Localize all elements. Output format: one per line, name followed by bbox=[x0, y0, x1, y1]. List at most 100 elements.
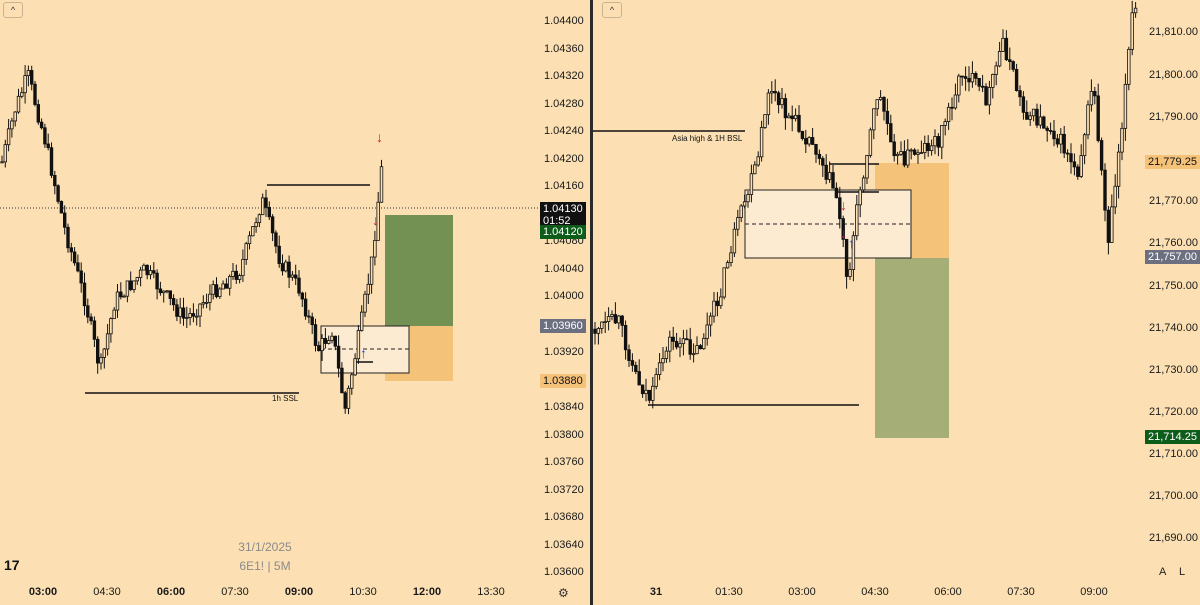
right-candle-body bbox=[1011, 61, 1015, 70]
left-candlestick-plot[interactable] bbox=[0, 0, 540, 580]
right-candle-body bbox=[834, 187, 839, 199]
left-candle-body bbox=[0, 161, 4, 164]
pane-divider[interactable] bbox=[590, 0, 593, 605]
left-candle-body bbox=[198, 303, 202, 317]
left-price-tick: 1.04400 bbox=[544, 15, 584, 27]
collapse-chevron-icon[interactable]: ^ bbox=[3, 2, 23, 18]
left-candle-body bbox=[208, 293, 212, 303]
left-price-tick: 1.04360 bbox=[544, 43, 584, 55]
settings-gear-icon[interactable]: ⚙ bbox=[558, 586, 569, 600]
left-candle-body bbox=[165, 290, 169, 293]
right-candle-body bbox=[970, 73, 975, 83]
left-time-tick: 04:30 bbox=[93, 586, 121, 598]
left-candle-body bbox=[128, 280, 133, 290]
left-candle-body bbox=[340, 367, 344, 394]
log-scale-button[interactable]: L bbox=[1179, 566, 1186, 578]
left-price-tick: 1.03600 bbox=[544, 566, 584, 578]
left-price-tick: 1.03760 bbox=[544, 456, 584, 468]
right-candle-body bbox=[759, 127, 764, 158]
right-candle-body bbox=[1014, 68, 1019, 92]
left-candle-body bbox=[290, 274, 295, 278]
right-candle-body bbox=[865, 155, 869, 179]
left-candle-body bbox=[373, 239, 377, 258]
left-price-tick: 1.04000 bbox=[544, 290, 584, 302]
down-arrow-icon: ↓ bbox=[376, 129, 383, 145]
left-candle-body bbox=[231, 270, 235, 277]
right-candle-body bbox=[1052, 130, 1056, 140]
right-chart-pane[interactable]: ^ 21,810.00 21,800.00 21,790.00 21,770.00 21… bbox=[593, 0, 1200, 605]
right-candle-body bbox=[640, 384, 645, 395]
right-candle-body bbox=[606, 316, 611, 322]
right-price-tick: 21,730.00 bbox=[1149, 364, 1198, 376]
right-candle-body bbox=[715, 300, 720, 307]
right-candle-body bbox=[855, 204, 859, 237]
right-time-axis[interactable]: 31 01:30 03:00 04:30 06:00 07:30 09:00 A L bbox=[593, 566, 1200, 605]
left-candle-body bbox=[39, 121, 44, 129]
left-candle-body bbox=[29, 70, 34, 85]
left-price-tick: 1.03920 bbox=[544, 346, 584, 358]
left-candle-body bbox=[376, 201, 380, 241]
right-candle-body bbox=[691, 353, 696, 356]
left-candle-body bbox=[158, 288, 163, 294]
tradingview-logo: 17 bbox=[4, 557, 20, 573]
right-candle-body bbox=[916, 152, 920, 155]
up-arrow-icon: ↑ bbox=[360, 345, 367, 361]
left-candle-body bbox=[356, 330, 361, 360]
left-candle-body bbox=[379, 166, 384, 203]
right-price-tick: 21,760.00 bbox=[1149, 237, 1198, 249]
right-candle-body bbox=[957, 75, 961, 96]
right-candle-body bbox=[1021, 96, 1026, 113]
right-candle-body bbox=[780, 98, 784, 106]
right-candle-body bbox=[858, 189, 862, 206]
right-candle-body bbox=[1055, 138, 1060, 145]
watermark-date: 31/1/2025 bbox=[238, 540, 292, 554]
left-candle-body bbox=[303, 298, 308, 317]
left-candle-body bbox=[343, 392, 347, 409]
left-price-tick: 1.04200 bbox=[544, 153, 584, 165]
right-time-tick: 07:30 bbox=[1007, 586, 1035, 598]
left-candle-body bbox=[241, 259, 245, 277]
left-candle-body bbox=[201, 302, 205, 305]
right-candle-body bbox=[946, 106, 951, 123]
down-arrow-icon: ↓ bbox=[840, 225, 847, 241]
left-candle-body bbox=[221, 283, 225, 290]
right-price-tick: 21,740.00 bbox=[1149, 322, 1198, 334]
right-candle-body bbox=[851, 235, 856, 270]
right-candle-body bbox=[787, 115, 791, 119]
left-candle-body bbox=[363, 293, 367, 313]
right-candle-body bbox=[906, 149, 910, 166]
left-candle-body bbox=[336, 345, 341, 369]
left-time-axis[interactable]: 03:00 04:30 06:00 07:30 09:00 10:30 12:00 13:30… bbox=[0, 580, 590, 605]
ssl-annotation: 1h SSL bbox=[272, 394, 299, 403]
left-candle-body bbox=[350, 374, 354, 389]
left-candle-body bbox=[323, 338, 328, 344]
left-candle-body bbox=[211, 284, 215, 295]
left-candle-body bbox=[297, 277, 301, 294]
left-price-axis[interactable]: 1.04400 1.04360 1.04320 1.04280 1.04240 1.042… bbox=[540, 0, 590, 580]
right-candle-body bbox=[708, 315, 713, 326]
right-candle-body bbox=[1110, 206, 1114, 243]
stop-price-tag: 21,779.25 bbox=[1145, 155, 1200, 169]
right-candlestick-plot[interactable] bbox=[593, 0, 1145, 580]
left-candle-body bbox=[122, 295, 126, 298]
right-time-tick: 03:00 bbox=[788, 586, 816, 598]
right-candle-body bbox=[977, 77, 981, 87]
right-candle-body bbox=[882, 96, 886, 112]
collapse-chevron-icon[interactable]: ^ bbox=[602, 2, 622, 18]
left-candle-body bbox=[313, 324, 318, 346]
left-candle-body bbox=[191, 313, 196, 317]
right-time-tick: 04:30 bbox=[861, 586, 889, 598]
left-candle-body bbox=[267, 206, 271, 218]
left-price-tick: 1.04320 bbox=[544, 70, 584, 82]
right-price-axis[interactable]: 21,810.00 21,800.00 21,790.00 21,770.00 21,7… bbox=[1145, 0, 1200, 580]
left-chart-pane[interactable]: ^ 1.04400 1.04360 1.04320 1.04280 1.04240 1.0… bbox=[0, 0, 590, 605]
left-candle-body bbox=[277, 245, 281, 264]
right-candle-body bbox=[953, 94, 958, 109]
right-candle-body bbox=[1038, 116, 1043, 126]
right-candle-body bbox=[766, 92, 771, 116]
right-candle-body bbox=[1004, 37, 1009, 61]
left-candle-body bbox=[214, 284, 219, 298]
left-candle-body bbox=[359, 311, 364, 331]
auto-scale-button[interactable]: A bbox=[1159, 566, 1167, 578]
left-candle-body bbox=[56, 185, 60, 202]
